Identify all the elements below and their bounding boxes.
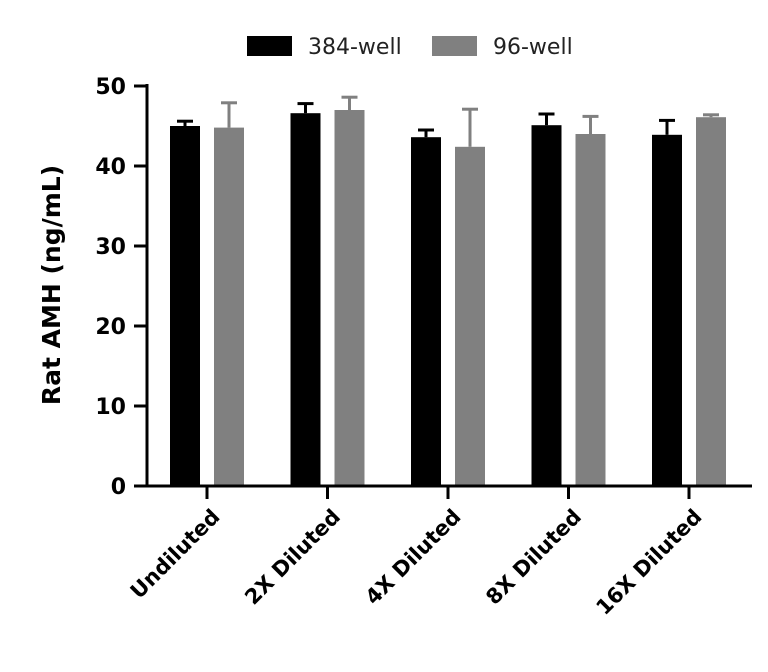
- x-tick-label-undiluted: Undiluted: [126, 505, 225, 604]
- legend-swatch-384-well: [247, 36, 292, 56]
- bar-96-well-4x-diluted: [455, 146, 485, 487]
- y-tick-label-20: 20: [95, 315, 126, 340]
- bar-384-well-16x-diluted: [652, 134, 682, 487]
- x-tick-label-4x-diluted: 4X Diluted: [361, 505, 466, 610]
- x-tick-label-8x-diluted: 8X Diluted: [481, 505, 586, 610]
- bar-384-well-4x-diluted: [411, 137, 441, 486]
- bar-384-well-2x-diluted: [290, 113, 321, 486]
- y-axis-ticks: 0 10 20 30 40 50: [95, 75, 147, 500]
- legend-label-384-well: 384-well: [308, 35, 402, 60]
- x-axis-ticks: Undiluted 2X Diluted 4X Diluted 8X Diluted 1…: [126, 486, 707, 620]
- bar-384-well-8x-diluted: [531, 125, 562, 486]
- legend-label-96-well: 96-well: [493, 35, 573, 60]
- bar-384-well-undiluted: [170, 126, 200, 486]
- x-tick-label-2x-diluted: 2X Diluted: [240, 505, 345, 610]
- bar-96-well-8x-diluted: [575, 134, 606, 486]
- y-tick-label-10: 10: [95, 395, 126, 420]
- legend: 384-well 96-well: [247, 35, 573, 60]
- bar-96-well-16x-diluted: [696, 117, 726, 486]
- y-tick-label-0: 0: [111, 475, 126, 500]
- y-tick-label-40: 40: [95, 155, 126, 180]
- y-tick-label-50: 50: [95, 75, 126, 100]
- y-axis-title: Rat AMH (ng/mL): [37, 165, 66, 405]
- plot-area: [170, 95, 726, 487]
- y-tick-label-30: 30: [95, 235, 126, 260]
- x-tick-label-16x-diluted: 16X Diluted: [591, 505, 706, 620]
- bar-96-well-2x-diluted: [334, 110, 365, 486]
- bar-96-well-undiluted: [214, 127, 244, 486]
- legend-swatch-96-well: [432, 36, 477, 56]
